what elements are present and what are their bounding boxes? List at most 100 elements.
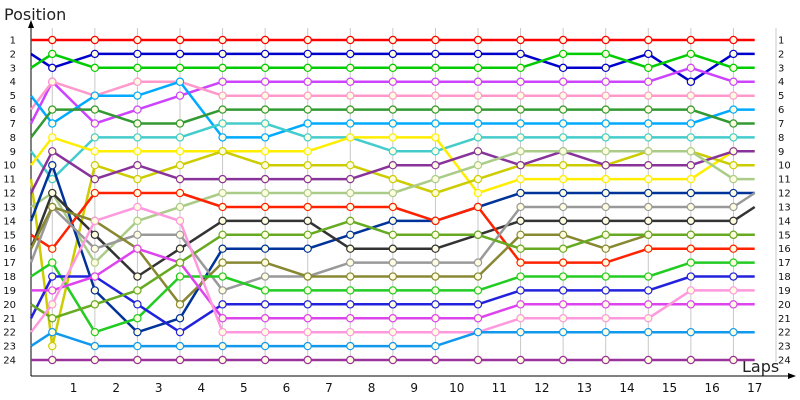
data-point [346,91,355,100]
data-point [558,230,568,239]
y-tick-label-right: 15 [778,230,791,241]
data-point [346,35,355,45]
y-tick-label-right: 22 [778,328,791,339]
data-point [558,77,568,86]
data-point [260,341,270,351]
data-point [218,327,227,337]
data-point [346,49,355,59]
data-point [90,244,100,253]
data-point [48,258,57,267]
data-point [558,244,568,253]
data-point [644,355,653,365]
data-point [558,133,568,142]
data-point [48,355,57,365]
data-point [303,174,312,184]
x-tick-label: 13 [577,381,592,395]
data-point [133,216,142,226]
data-point [516,91,525,100]
data-point [473,188,483,198]
y-tick-label-left: 18 [3,272,16,283]
data-point [388,49,398,59]
data-point [175,119,185,128]
data-point [48,286,57,295]
data-point [516,49,525,59]
y-tick-label-left: 12 [3,189,16,200]
data-point [90,341,100,351]
data-point [601,355,610,365]
data-point [388,63,398,73]
data-point [431,314,440,323]
data-point [729,327,738,337]
data-point [473,147,483,156]
data-point [175,188,185,198]
data-point [133,314,142,323]
data-point [303,341,312,351]
data-point [346,119,355,128]
data-point [601,147,610,156]
data-point [431,355,440,365]
data-point [516,133,525,142]
data-point [431,244,440,253]
data-point [346,341,355,351]
y-tick-label-right: 19 [778,286,791,297]
data-point [260,77,270,86]
data-point [558,258,568,267]
data-point [601,105,610,114]
y-tick-label-right: 4 [778,77,784,88]
data-point [303,119,312,128]
data-point [686,63,696,73]
data-point [644,147,653,156]
data-point [473,35,483,45]
data-point [388,161,398,170]
data-point [346,244,355,253]
data-point [644,272,653,281]
data-point [260,161,270,170]
data-point [516,216,525,226]
data-point [644,161,653,170]
data-point [558,314,568,323]
data-point [48,77,57,86]
data-point [686,133,696,142]
x-tick-label: 4 [197,381,205,395]
data-point [729,355,738,365]
data-point [90,174,100,184]
series-3 [30,49,755,73]
data-point [473,174,483,184]
data-point [431,258,440,267]
data-point [218,119,227,128]
data-point [473,77,483,86]
y-tick-label-left: 23 [3,342,16,353]
data-point [133,77,142,86]
data-point [516,77,525,86]
data-point [133,230,142,239]
data-point [558,272,568,281]
data-point [729,258,738,267]
data-point [218,147,227,156]
y-tick-label-left: 24 [3,356,16,367]
x-tick-label: 11 [492,381,507,395]
data-point [729,300,738,309]
y-tick-label-right: 20 [778,300,791,311]
data-point [431,105,440,114]
data-point [260,133,270,142]
data-point [431,341,440,351]
data-point [133,202,142,212]
data-point [388,91,398,100]
y-tick-label-left: 4 [10,77,16,88]
data-point [388,35,398,45]
data-point [260,230,270,239]
data-point [388,244,398,253]
x-axis-arrow-icon [788,373,796,379]
data-point [473,119,483,128]
data-point [133,91,142,100]
series-7 [30,105,755,139]
data-point [218,77,227,86]
data-point [175,174,185,184]
data-point [133,105,142,114]
y-tick-label-right: 24 [778,356,791,367]
data-point [218,314,227,323]
data-point [48,147,57,156]
data-point [601,63,610,73]
data-point [558,105,568,114]
data-point [388,77,398,86]
